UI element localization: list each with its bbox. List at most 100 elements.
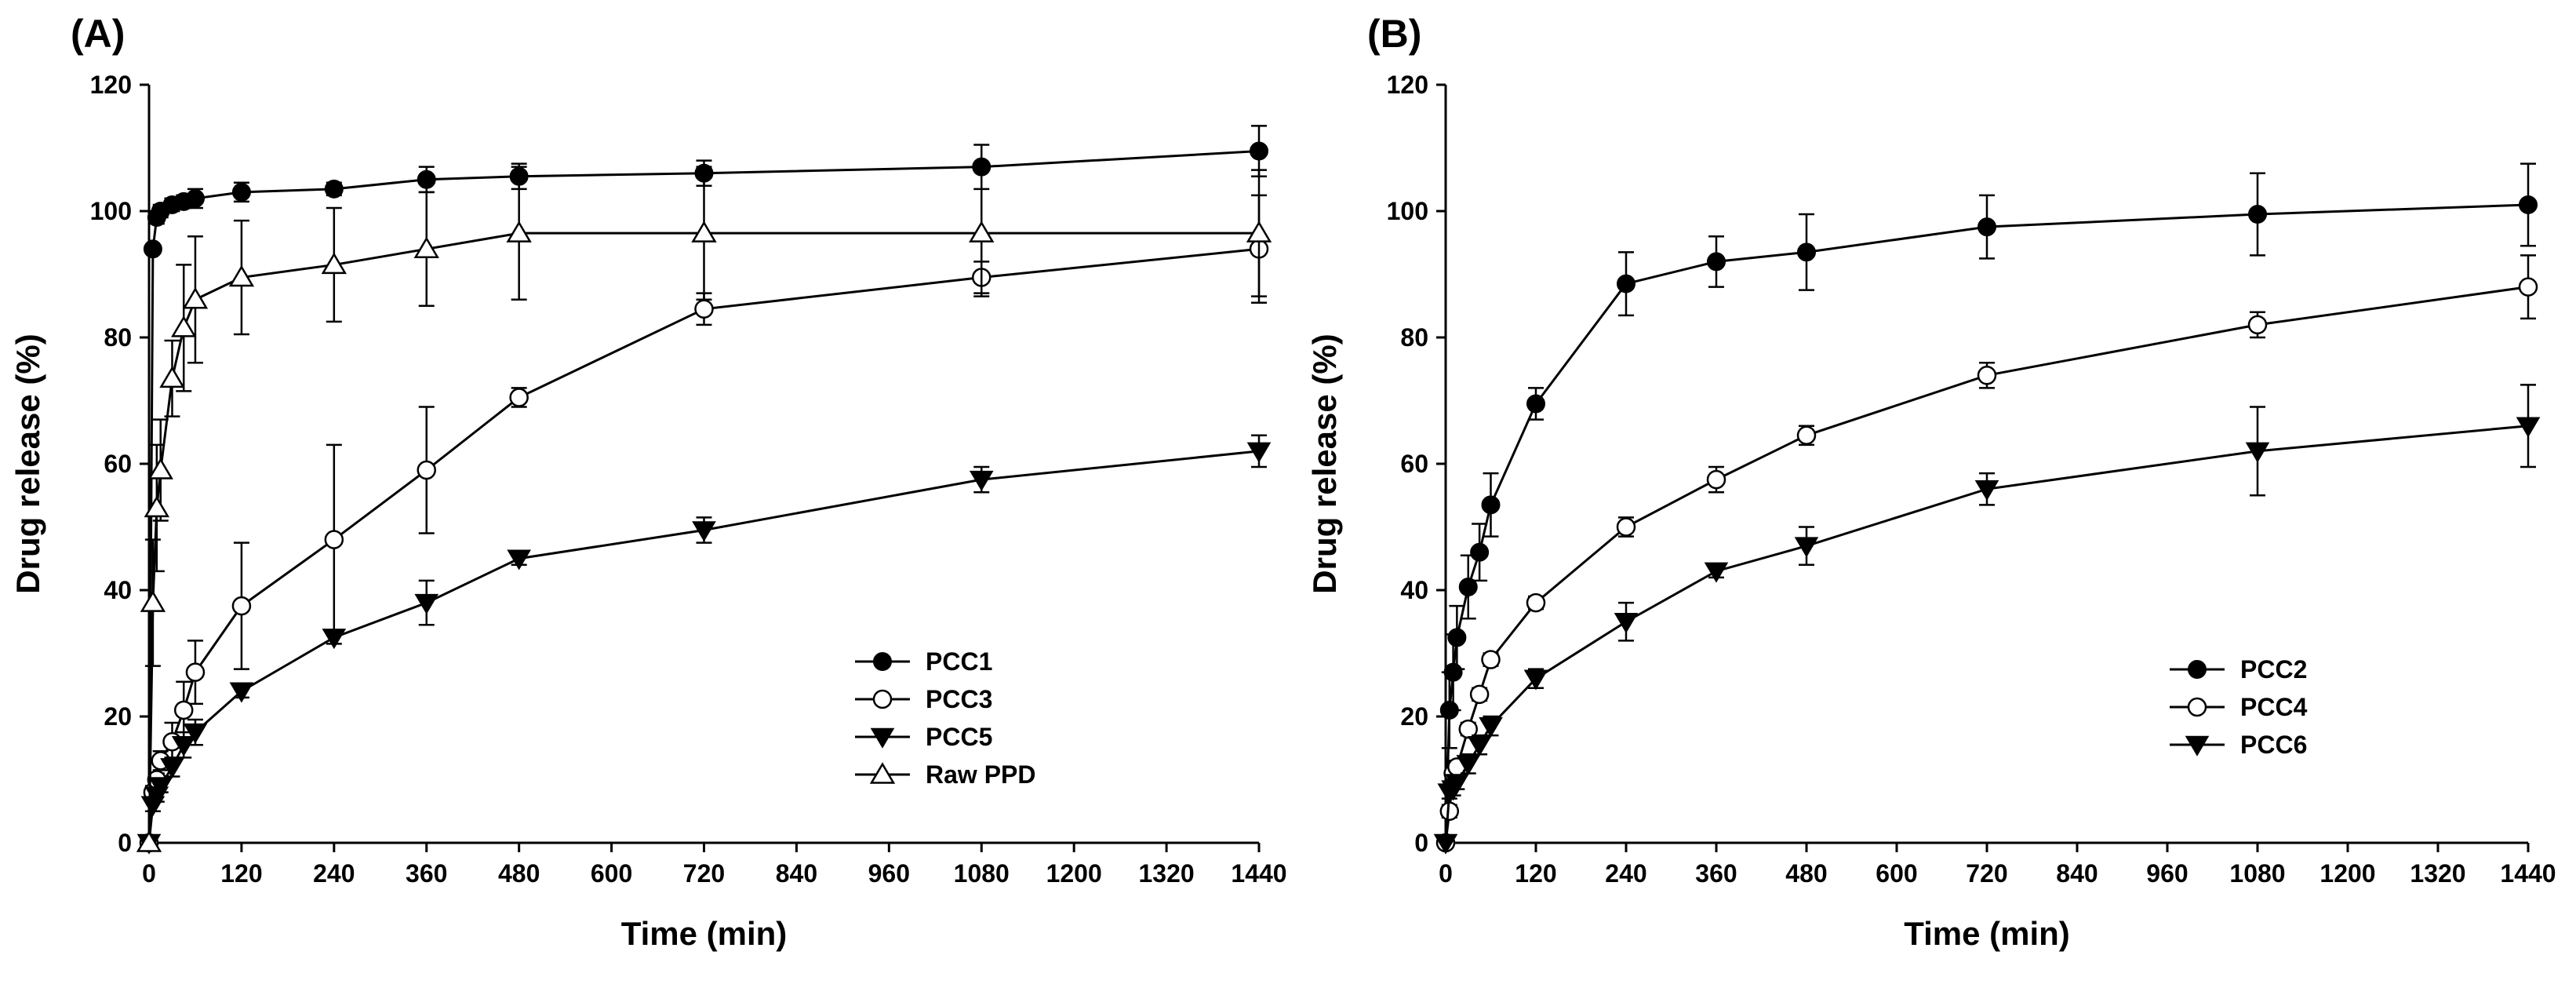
data-point [2247, 315, 2268, 335]
x-tick-label: 1440 [1231, 859, 1286, 888]
x-tick-label: 840 [2056, 859, 2098, 888]
x-tick-label: 0 [1439, 859, 1453, 888]
y-axis-title: Drug release (%) [9, 334, 46, 593]
y-tick-label: 0 [1414, 829, 1428, 857]
legend-label: PCC2 [2240, 655, 2307, 684]
data-point [1470, 542, 1490, 562]
data-point [1456, 755, 1481, 776]
x-tick-label: 600 [591, 859, 632, 888]
series-raw-ppd [136, 166, 1272, 852]
y-tick-label: 40 [1400, 576, 1428, 604]
data-point [1704, 562, 1729, 583]
data-point [1706, 469, 1726, 490]
x-tick-label: 360 [1695, 859, 1737, 888]
x-tick-label: 240 [313, 859, 355, 888]
data-point [1467, 735, 1492, 757]
y-tick-label: 100 [90, 197, 132, 225]
data-point [229, 682, 254, 703]
data-point [231, 182, 251, 202]
series-pcc4 [1435, 254, 2538, 853]
data-point [185, 662, 206, 682]
data-point [324, 530, 344, 549]
x-tick-label: 120 [220, 859, 262, 888]
y-tick-label: 40 [104, 576, 132, 604]
data-point [1526, 592, 1546, 613]
panel-label: (B) [1367, 12, 1421, 56]
x-tick-label: 1320 [2410, 859, 2465, 888]
data-point [2519, 195, 2538, 214]
data-point [231, 596, 252, 616]
data-point [321, 252, 347, 275]
data-point [1246, 442, 1272, 463]
legend-marker [873, 652, 892, 671]
y-tick-label: 0 [118, 829, 132, 857]
data-point [1469, 684, 1490, 705]
data-point [1977, 366, 1997, 385]
data-point [1479, 716, 1503, 738]
data-point [147, 458, 173, 479]
data-point [1796, 425, 1817, 446]
data-point [1481, 495, 1501, 515]
y-tick-label: 120 [1387, 71, 1428, 99]
data-point [692, 521, 716, 542]
data-point [413, 236, 439, 259]
x-tick-label: 0 [142, 859, 156, 888]
data-point [324, 179, 344, 199]
data-point [185, 188, 205, 208]
data-point [1797, 242, 1816, 262]
legend-label: PCC3 [926, 685, 992, 713]
x-tick-label: 720 [1966, 859, 2007, 888]
legend-marker [2188, 660, 2207, 679]
y-tick-label: 80 [104, 323, 132, 352]
legend-marker [870, 727, 895, 749]
series-pcc5 [136, 434, 1272, 855]
legend-marker [872, 689, 893, 709]
data-point [2518, 277, 2538, 297]
y-tick-label: 20 [1400, 702, 1428, 731]
series-line [1444, 203, 2529, 844]
data-point [182, 286, 209, 309]
legend: PCC2 PCC4 PCC6 [2170, 655, 2308, 759]
data-point [2516, 417, 2541, 438]
data-point [144, 495, 170, 518]
legend-label: PCC6 [2240, 731, 2307, 759]
x-tick-label: 1440 [2500, 859, 2556, 888]
data-point [1526, 394, 1545, 414]
data-point [1616, 517, 1636, 537]
legend-label: PCC4 [2240, 693, 2308, 721]
data-point [1974, 479, 1999, 501]
y-tick-label: 100 [1387, 197, 1428, 225]
data-point [1523, 669, 1548, 691]
x-tick-label: 960 [868, 859, 910, 888]
data-point [506, 221, 532, 242]
data-point [2248, 205, 2267, 224]
x-axis-title: Time (min) [621, 915, 788, 952]
data-point [171, 735, 196, 757]
legend-marker [869, 762, 896, 784]
x-tick-label: 1200 [2319, 859, 2375, 888]
data-point [1447, 628, 1467, 647]
legend-marker [2187, 697, 2207, 717]
x-tick-label: 840 [776, 859, 817, 888]
y-tick-label: 120 [90, 71, 132, 99]
x-tick-label: 960 [2146, 859, 2188, 888]
data-point [1707, 252, 1726, 272]
data-point [1458, 577, 1478, 596]
x-tick-label: 480 [498, 859, 540, 888]
data-point [969, 470, 994, 491]
data-point [159, 366, 185, 388]
data-point [160, 758, 184, 779]
data-point [1617, 274, 1635, 293]
series-pcc6 [1433, 384, 2541, 855]
legend-label: PCC5 [926, 723, 992, 751]
y-tick-label: 60 [104, 450, 132, 478]
data-point [1250, 141, 1268, 161]
series-pcc2 [1436, 162, 2538, 852]
x-tick-label: 1200 [1046, 859, 1102, 888]
data-point [136, 830, 162, 852]
x-tick-label: 1080 [954, 859, 1010, 888]
y-axis-title: Drug release (%) [1306, 334, 1343, 593]
